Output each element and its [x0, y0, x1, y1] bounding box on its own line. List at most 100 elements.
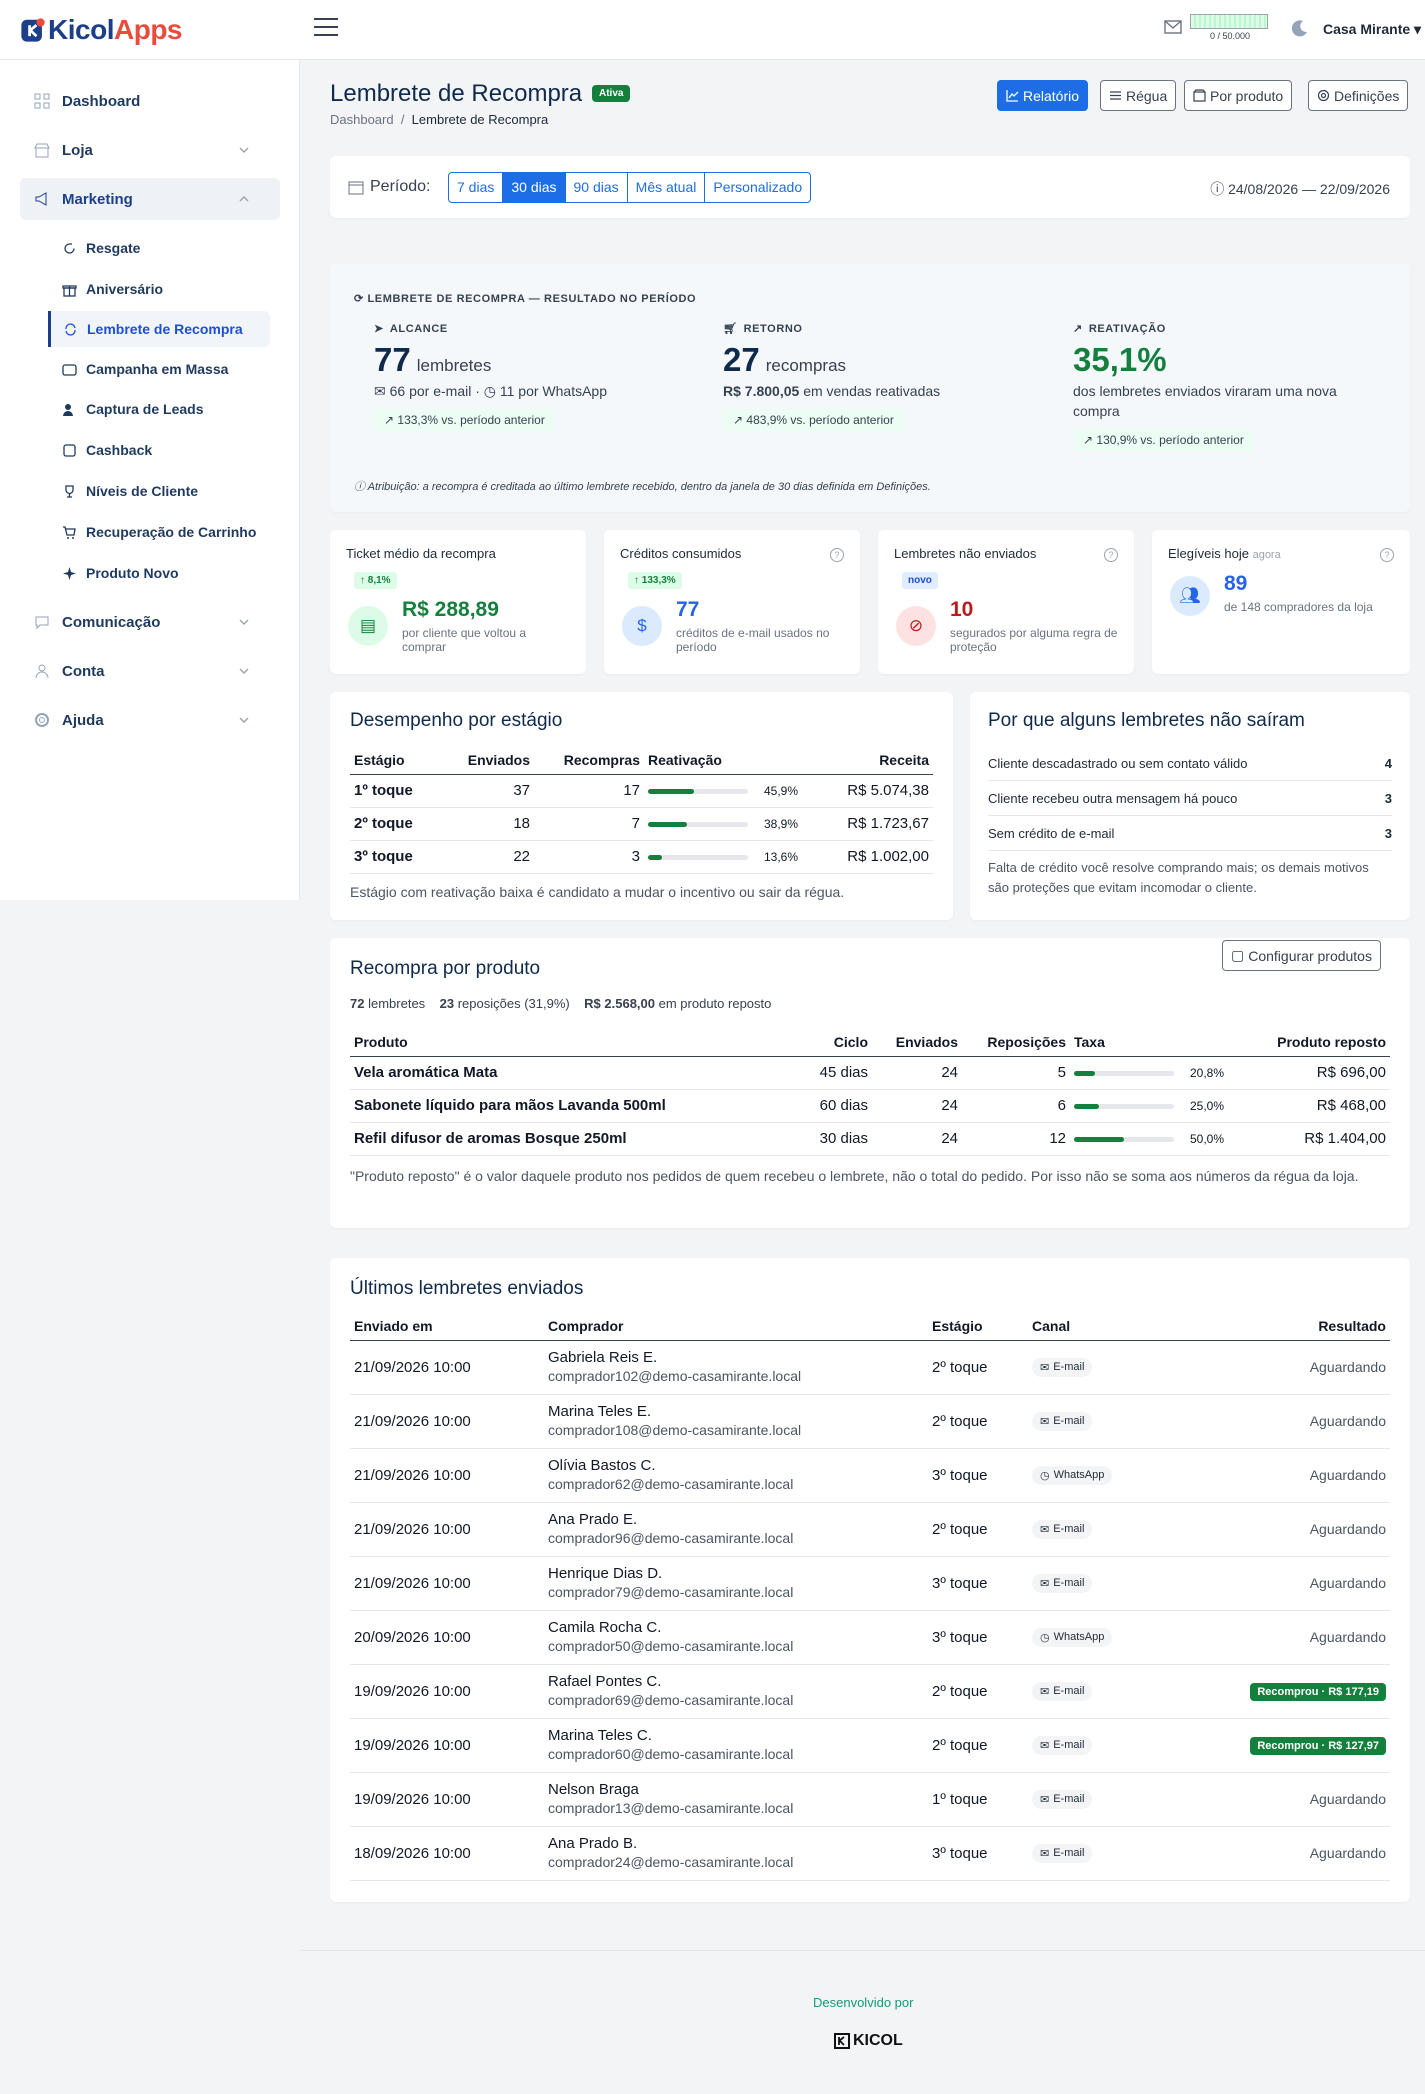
menu-toggle-icon[interactable] — [314, 18, 338, 38]
dark-mode-icon[interactable] — [1291, 19, 1309, 37]
sidebar-sub-cashback[interactable]: Cashback — [58, 434, 152, 466]
sidebar-item-ajuda[interactable]: Ajuda — [20, 699, 280, 741]
table-row[interactable]: 21/09/2026 10:00 Marina Teles E. comprador… — [350, 1394, 1390, 1449]
table-row[interactable]: 19/09/2026 10:00 Nelson Braga comprador13@… — [350, 1772, 1390, 1827]
stat-value: 23 — [439, 996, 455, 1011]
period-7d[interactable]: 7 dias — [449, 173, 504, 202]
help-icon[interactable]: ? — [830, 548, 844, 562]
period-90d[interactable]: 90 dias — [566, 173, 628, 202]
table-row[interactable]: 20/09/2026 10:00 Camila Rocha C. comprador… — [350, 1610, 1390, 1665]
channel-pill: ✉ E-mail — [1032, 1681, 1093, 1701]
table-row[interactable]: 21/09/2026 10:00 Henrique Dias D. comprado… — [350, 1556, 1390, 1611]
buyer-name[interactable]: Marina Teles C. — [548, 1727, 652, 1744]
buyer-name[interactable]: Marina Teles E. — [548, 1403, 652, 1420]
list-icon — [1110, 91, 1121, 100]
mini-eligible: Elegíveis hoje agora ? 👥︎ 89 de 148 comp… — [1152, 530, 1410, 674]
section-title: Últimos lembretes enviados — [350, 1278, 584, 1299]
table-row[interactable]: 18/09/2026 10:00 Ana Prado B. comprador24@… — [350, 1826, 1390, 1881]
mini-desc: de 148 compradores da loja — [1224, 600, 1373, 614]
buyer-cell: Henrique Dias D. comprador79@demo-casamir… — [544, 1556, 928, 1611]
sidebar-sub-carrinho[interactable]: Recuperação de Carrinho — [58, 516, 256, 548]
result-cell: Aguardando — [1208, 1502, 1390, 1557]
report-button[interactable]: Relatório — [997, 80, 1089, 111]
channel-label: E-mail — [1053, 1793, 1085, 1805]
credit-meter[interactable]: 0 / 50.000 — [1190, 14, 1270, 46]
logo[interactable]: KicolApps — [20, 10, 183, 50]
breadcrumb-home[interactable]: Dashboard — [330, 112, 394, 127]
sidebar-sub-leads[interactable]: Captura de Leads — [58, 393, 203, 425]
result-cell: Recomprou · R$ 177,19 — [1208, 1664, 1390, 1719]
por-produto-button[interactable]: Por produto — [1184, 80, 1293, 111]
help-icon[interactable]: ? — [1104, 548, 1118, 562]
definicoes-button[interactable]: Definições — [1308, 80, 1409, 111]
mini-title: Créditos consumidos — [620, 546, 742, 561]
col-header: Receita — [804, 746, 933, 775]
mail-icon: ✉ — [1040, 1847, 1050, 1860]
stage-cell: 2º toque — [350, 807, 460, 841]
result-cell: Aguardando — [1208, 1394, 1390, 1449]
period-current-month[interactable]: Mês atual — [628, 173, 706, 202]
sidebar-sub-campanha[interactable]: Campanha em Massa — [58, 353, 228, 385]
store-selector[interactable]: Casa Mirante ▾ — [1323, 21, 1422, 37]
whatsapp-icon: ◷ — [1040, 1469, 1050, 1482]
period-30d[interactable]: 30 dias — [503, 173, 566, 202]
sidebar-item-marketing[interactable]: Marketing — [20, 178, 280, 220]
user-icon — [35, 664, 49, 679]
buyer-cell: Olívia Bastos C. comprador62@demo-casamir… — [544, 1448, 928, 1503]
table-row[interactable]: 19/09/2026 10:00 Rafael Pontes C. comprado… — [350, 1664, 1390, 1719]
sidebar-sub-aniversario[interactable]: Aniversário — [58, 273, 163, 305]
envelope-icon — [62, 363, 77, 376]
buyer-name[interactable]: Ana Prado E. — [548, 1511, 638, 1528]
sidebar-item-loja[interactable]: Loja — [20, 129, 280, 171]
sidebar-sub-resgate[interactable]: Resgate — [58, 232, 140, 264]
regua-button[interactable]: Régua — [1100, 80, 1177, 111]
buyer-cell: Camila Rocha C. comprador50@demo-casamira… — [544, 1610, 928, 1665]
stage-cell: 3º toque — [928, 1448, 1028, 1503]
button-label: Relatório — [1023, 87, 1080, 104]
sidebar-item-label: Ajuda — [62, 711, 104, 729]
col-header: Ciclo — [782, 1028, 872, 1057]
rebuys-cell: 3 — [534, 840, 644, 874]
users-icon: 👥︎ — [1170, 576, 1210, 616]
buyer-name[interactable]: Rafael Pontes C. — [548, 1673, 662, 1690]
period-custom[interactable]: Personalizado — [713, 179, 803, 195]
help-icon[interactable]: ? — [1380, 548, 1394, 562]
sidebar-sub-niveis[interactable]: Níveis de Cliente — [58, 475, 198, 507]
buyer-name[interactable]: Nelson Braga — [548, 1781, 639, 1798]
sent-cell: 37 — [460, 774, 534, 808]
summary-heading: LEMBRETE DE RECOMPRA — RESULTADO NO PERÍ… — [367, 293, 697, 305]
repos-cell: 5 — [962, 1056, 1070, 1090]
table-row: 3º toque 22 3 13,6% R$ 1.002,00 — [350, 840, 933, 874]
col-header: Reposições — [962, 1028, 1070, 1057]
table-row[interactable]: 21/09/2026 10:00 Gabriela Reis E. comprado… — [350, 1340, 1390, 1395]
kpi-amount-suffix: em vendas reativadas — [803, 383, 941, 399]
sidebar-sub-produto-novo[interactable]: Produto Novo — [58, 557, 179, 589]
configure-products-button[interactable]: ▢ Configurar produtos — [1222, 940, 1381, 971]
buyer-name[interactable]: Gabriela Reis E. — [548, 1349, 658, 1366]
buyer-name[interactable]: Ana Prado B. — [548, 1835, 638, 1852]
mail-icon[interactable] — [1164, 20, 1182, 34]
col-header: Recompras — [534, 746, 644, 775]
mini-title: Lembretes não enviados — [894, 546, 1037, 561]
chart-icon — [1006, 90, 1019, 102]
kicol-mark-icon — [834, 2033, 850, 2049]
sidebar-item-comunicacao[interactable]: Comunicação — [20, 601, 280, 643]
kpi-delta: 130,9% vs. período anterior — [1096, 433, 1244, 447]
table-row[interactable]: 19/09/2026 10:00 Marina Teles C. comprador… — [350, 1718, 1390, 1773]
stat-label: reposições (31,9%) — [457, 996, 570, 1011]
sidebar-item-label: Loja — [62, 141, 93, 159]
table-row[interactable]: 21/09/2026 10:00 Olívia Bastos C. comprado… — [350, 1448, 1390, 1503]
col-header: Enviados — [460, 746, 534, 775]
sidebar-sub-lembrete[interactable]: Lembrete de Recompra — [48, 311, 270, 347]
sidebar-item-conta[interactable]: Conta — [20, 650, 280, 692]
period-selector[interactable]: 7 dias 30 dias 90 dias Mês atual Persona… — [448, 172, 812, 203]
sidebar-item-dashboard[interactable]: Dashboard — [20, 80, 280, 122]
col-header: Taxa — [1070, 1028, 1230, 1057]
buyer-name[interactable]: Camila Rocha C. — [548, 1619, 662, 1636]
buyer-name[interactable]: Olívia Bastos C. — [548, 1457, 656, 1474]
channel-cell: ✉ E-mail — [1028, 1718, 1208, 1773]
kpi-wa-count: 11 por WhatsApp — [499, 383, 608, 399]
buyer-name[interactable]: Henrique Dias D. — [548, 1565, 663, 1582]
footer-logo[interactable]: KICOL — [834, 2032, 903, 2050]
table-row[interactable]: 21/09/2026 10:00 Ana Prado E. comprador96@… — [350, 1502, 1390, 1557]
